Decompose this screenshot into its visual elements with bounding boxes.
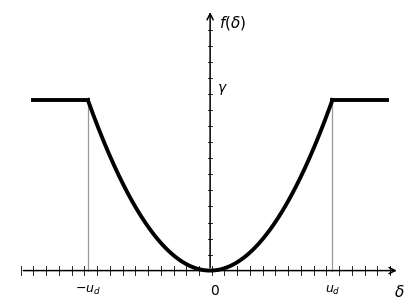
Text: $0$: $0$: [210, 284, 220, 298]
Text: $-u_d$: $-u_d$: [75, 284, 101, 298]
Text: $u_d$: $u_d$: [325, 284, 340, 298]
Text: $f(\delta)$: $f(\delta)$: [219, 14, 246, 32]
Text: $\gamma$: $\gamma$: [218, 82, 228, 97]
Text: $\delta$: $\delta$: [394, 284, 405, 300]
